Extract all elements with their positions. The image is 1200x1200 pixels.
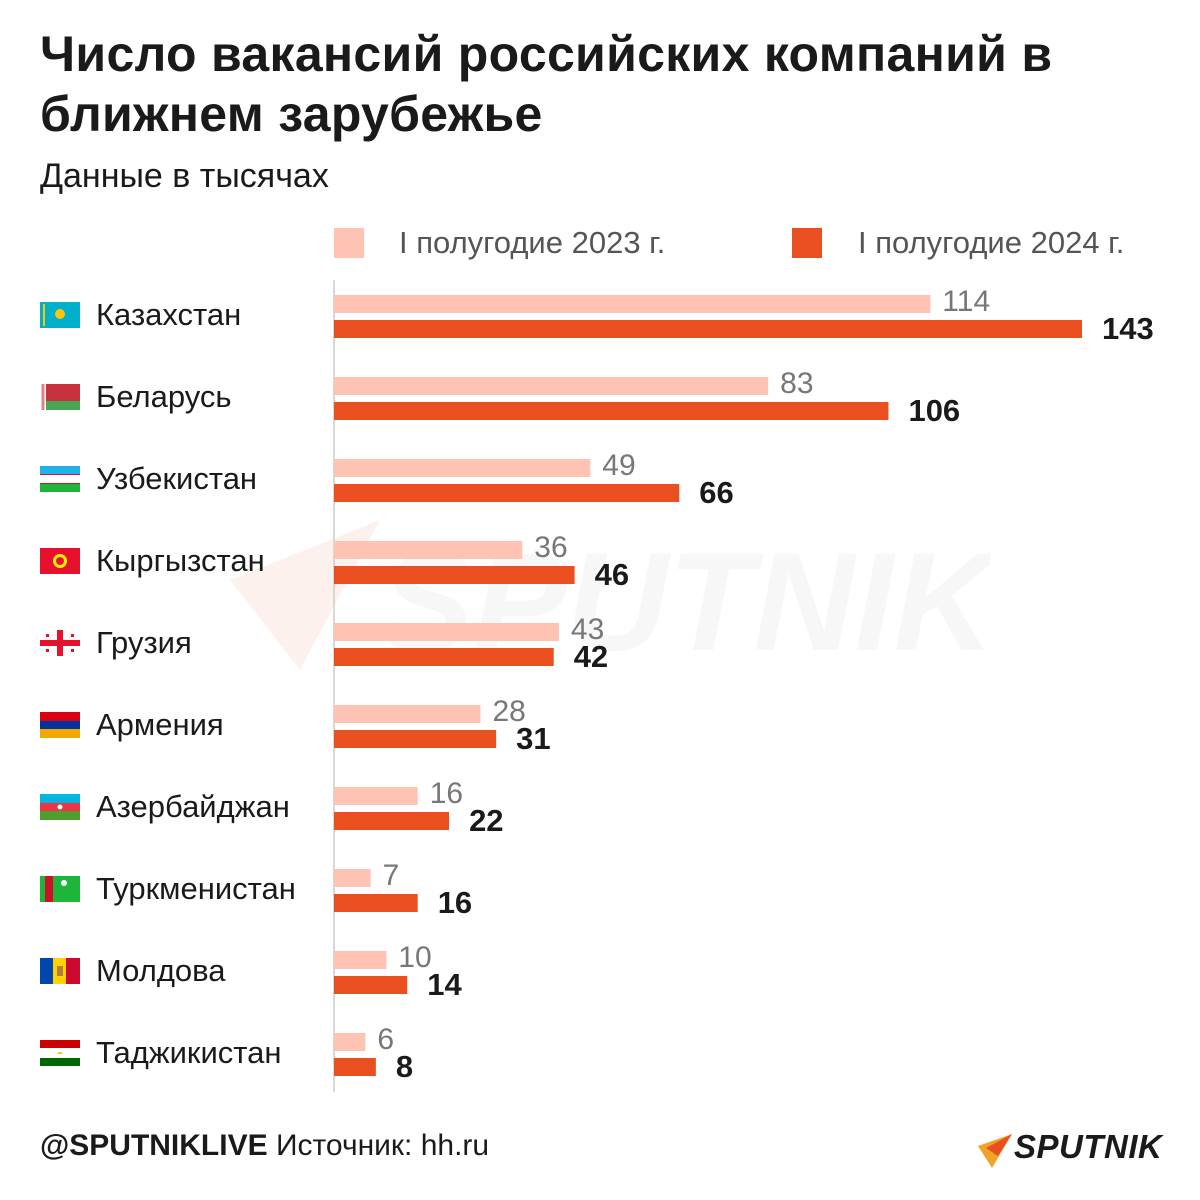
bar-2024	[334, 894, 418, 912]
value-label-2023: 10	[398, 941, 431, 974]
country-label: Армения	[96, 707, 224, 742]
legend-label-2023: I полугодие 2023 г.	[399, 225, 666, 260]
value-label-2023: 49	[602, 449, 635, 482]
bar-2024	[334, 484, 680, 502]
value-label-2024: 143	[1102, 311, 1154, 346]
legend: I полугодие 2023 г. I полугодие 2024 г.	[0, 224, 1200, 264]
bar-2023	[334, 787, 418, 805]
value-label-2023: 28	[492, 695, 525, 728]
country-label: Молдова	[96, 953, 226, 988]
bar-2023	[334, 623, 559, 641]
legend-swatch-2023	[334, 228, 364, 258]
footer-credits: @SPUTNIKLIVE Источник: hh.ru	[40, 1126, 489, 1166]
country-label: Таджикистан	[96, 1035, 282, 1070]
flag-tm-icon	[40, 876, 80, 902]
value-label-2024: 42	[574, 639, 608, 674]
country-label: Туркменистан	[96, 871, 296, 906]
flag-kg-icon	[40, 548, 80, 574]
value-label-2023: 36	[534, 531, 567, 564]
value-label-2024: 16	[438, 885, 472, 920]
bar-2023	[334, 869, 371, 887]
sputnik-logo-icon	[978, 1134, 1012, 1168]
value-label-2024: 66	[699, 475, 733, 510]
value-label-2024: 46	[595, 557, 629, 592]
value-label-2023: 83	[780, 367, 813, 400]
country-label: Узбекистан	[96, 461, 258, 496]
bar-2024	[334, 566, 575, 584]
bar-2023	[334, 541, 523, 559]
value-label-2023: 43	[571, 613, 604, 646]
country-label: Кыргызстан	[96, 543, 265, 578]
country-label: Казахстан	[96, 297, 242, 332]
chart-title: Число вакансий российских компаний в бли…	[40, 26, 1053, 142]
flag-md-icon	[40, 958, 80, 984]
bar-2024	[334, 976, 408, 994]
flag-am-icon	[40, 712, 80, 738]
country-label: Беларусь	[96, 379, 232, 414]
bar-2024	[334, 812, 450, 830]
bar-2024	[334, 648, 554, 666]
value-label-2024: 31	[516, 721, 550, 756]
bar-2023	[334, 705, 481, 723]
legend-label-2024: I полугодие 2024 г.	[858, 225, 1125, 260]
flag-kz-icon	[40, 302, 80, 328]
footer-handle: @SPUTNIKLIVE	[40, 1129, 268, 1162]
bar-2023	[334, 951, 387, 969]
value-label-2023: 6	[377, 1023, 394, 1056]
value-label-2024: 8	[396, 1049, 413, 1084]
country-label: Грузия	[96, 625, 192, 660]
bar-2024	[334, 1058, 376, 1076]
value-label-2023: 7	[383, 859, 400, 892]
bar-2023	[334, 459, 591, 477]
flag-by-icon	[40, 384, 80, 410]
bar-2024	[334, 320, 1082, 338]
legend-swatch-2024	[792, 228, 822, 258]
bar-2023	[334, 377, 769, 395]
flag-uz-icon	[40, 466, 80, 492]
value-label-2023: 114	[942, 285, 990, 318]
value-label-2024: 106	[908, 393, 960, 428]
bar-2024	[334, 402, 889, 420]
brand-name: SPUTNIK	[1014, 1128, 1163, 1165]
bar-2023	[334, 295, 931, 313]
country-label: Азербайджан	[96, 789, 290, 824]
flag-ge-icon	[40, 630, 80, 656]
bar-2023	[334, 1033, 366, 1051]
value-label-2023: 16	[430, 777, 463, 810]
value-label-2024: 22	[469, 803, 503, 838]
brand-logo: SPUTNIK	[978, 1126, 1162, 1170]
flag-az-icon	[40, 794, 80, 820]
bar-2024	[334, 730, 497, 748]
chart-subtitle: Данные в тысячах	[40, 157, 329, 195]
flag-tj-icon	[40, 1040, 80, 1066]
value-label-2024: 14	[427, 967, 462, 1002]
footer-source: Источник: hh.ru	[275, 1129, 490, 1162]
